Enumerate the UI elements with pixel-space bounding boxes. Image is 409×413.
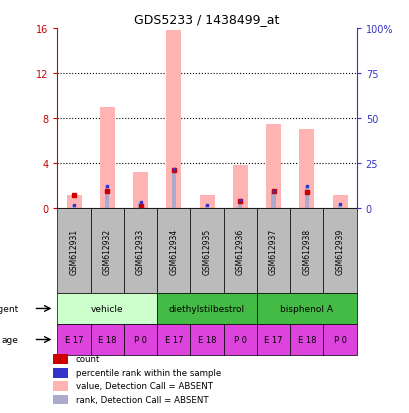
Text: GSM612934: GSM612934	[169, 228, 178, 274]
Bar	[290, 209, 323, 293]
Text: rank, Detection Call = ABSENT: rank, Detection Call = ABSENT	[76, 395, 208, 404]
Bar	[99, 107, 115, 209]
Bar	[157, 209, 190, 293]
Text: E 18: E 18	[197, 335, 216, 344]
Text: GSM612938: GSM612938	[301, 228, 310, 274]
Bar	[190, 209, 223, 293]
Bar	[124, 324, 157, 355]
Text: P 0: P 0	[134, 335, 147, 344]
Bar	[53, 395, 67, 404]
Text: E 18: E 18	[98, 335, 116, 344]
Bar	[223, 324, 256, 355]
Text: GSM612931: GSM612931	[70, 228, 79, 274]
Bar	[53, 354, 67, 364]
Bar	[256, 293, 356, 324]
Text: GSM612939: GSM612939	[335, 228, 344, 274]
Text: E 17: E 17	[164, 335, 182, 344]
Bar	[337, 204, 342, 209]
Bar	[53, 382, 67, 391]
Bar	[133, 173, 148, 209]
Bar	[124, 209, 157, 293]
Bar	[238, 201, 242, 209]
Bar	[265, 124, 280, 209]
Bar	[190, 324, 223, 355]
Text: P 0: P 0	[233, 335, 246, 344]
Bar	[171, 169, 175, 209]
Text: diethylstilbestrol: diethylstilbestrol	[169, 304, 245, 313]
Bar	[304, 186, 308, 209]
Text: GSM612935: GSM612935	[202, 228, 211, 274]
Bar	[290, 324, 323, 355]
Title: GDS5233 / 1438499_at: GDS5233 / 1438499_at	[134, 13, 279, 26]
Bar	[166, 31, 181, 209]
Text: P 0: P 0	[333, 335, 346, 344]
Bar	[53, 368, 67, 377]
Text: GSM612936: GSM612936	[235, 228, 244, 274]
Text: GSM612933: GSM612933	[136, 228, 145, 274]
Bar	[157, 324, 190, 355]
Bar	[105, 186, 109, 209]
Text: count: count	[76, 354, 100, 363]
Bar	[72, 205, 76, 209]
Bar	[332, 195, 347, 209]
Bar	[199, 195, 214, 209]
Bar	[90, 324, 124, 355]
Bar	[223, 209, 256, 293]
Bar	[138, 203, 142, 209]
Bar	[271, 192, 275, 209]
Bar	[323, 209, 356, 293]
Text: vehicle: vehicle	[91, 304, 123, 313]
Text: bisphenol A: bisphenol A	[280, 304, 333, 313]
Text: agent: agent	[0, 304, 18, 313]
Bar	[157, 293, 256, 324]
Bar	[256, 324, 290, 355]
Bar	[66, 195, 81, 209]
Text: E 18: E 18	[297, 335, 315, 344]
Text: E 17: E 17	[264, 335, 282, 344]
Text: E 17: E 17	[65, 335, 83, 344]
Bar	[299, 130, 314, 209]
Bar	[323, 324, 356, 355]
Bar	[90, 209, 124, 293]
Bar	[256, 209, 290, 293]
Bar	[57, 209, 90, 293]
Bar	[204, 205, 209, 209]
Bar	[232, 166, 247, 209]
Text: GSM612937: GSM612937	[268, 228, 277, 274]
Text: percentile rank within the sample: percentile rank within the sample	[76, 368, 220, 377]
Bar	[57, 293, 157, 324]
Bar	[57, 324, 90, 355]
Text: age: age	[2, 335, 18, 344]
Text: GSM612932: GSM612932	[103, 228, 112, 274]
Text: value, Detection Call = ABSENT: value, Detection Call = ABSENT	[76, 381, 212, 390]
